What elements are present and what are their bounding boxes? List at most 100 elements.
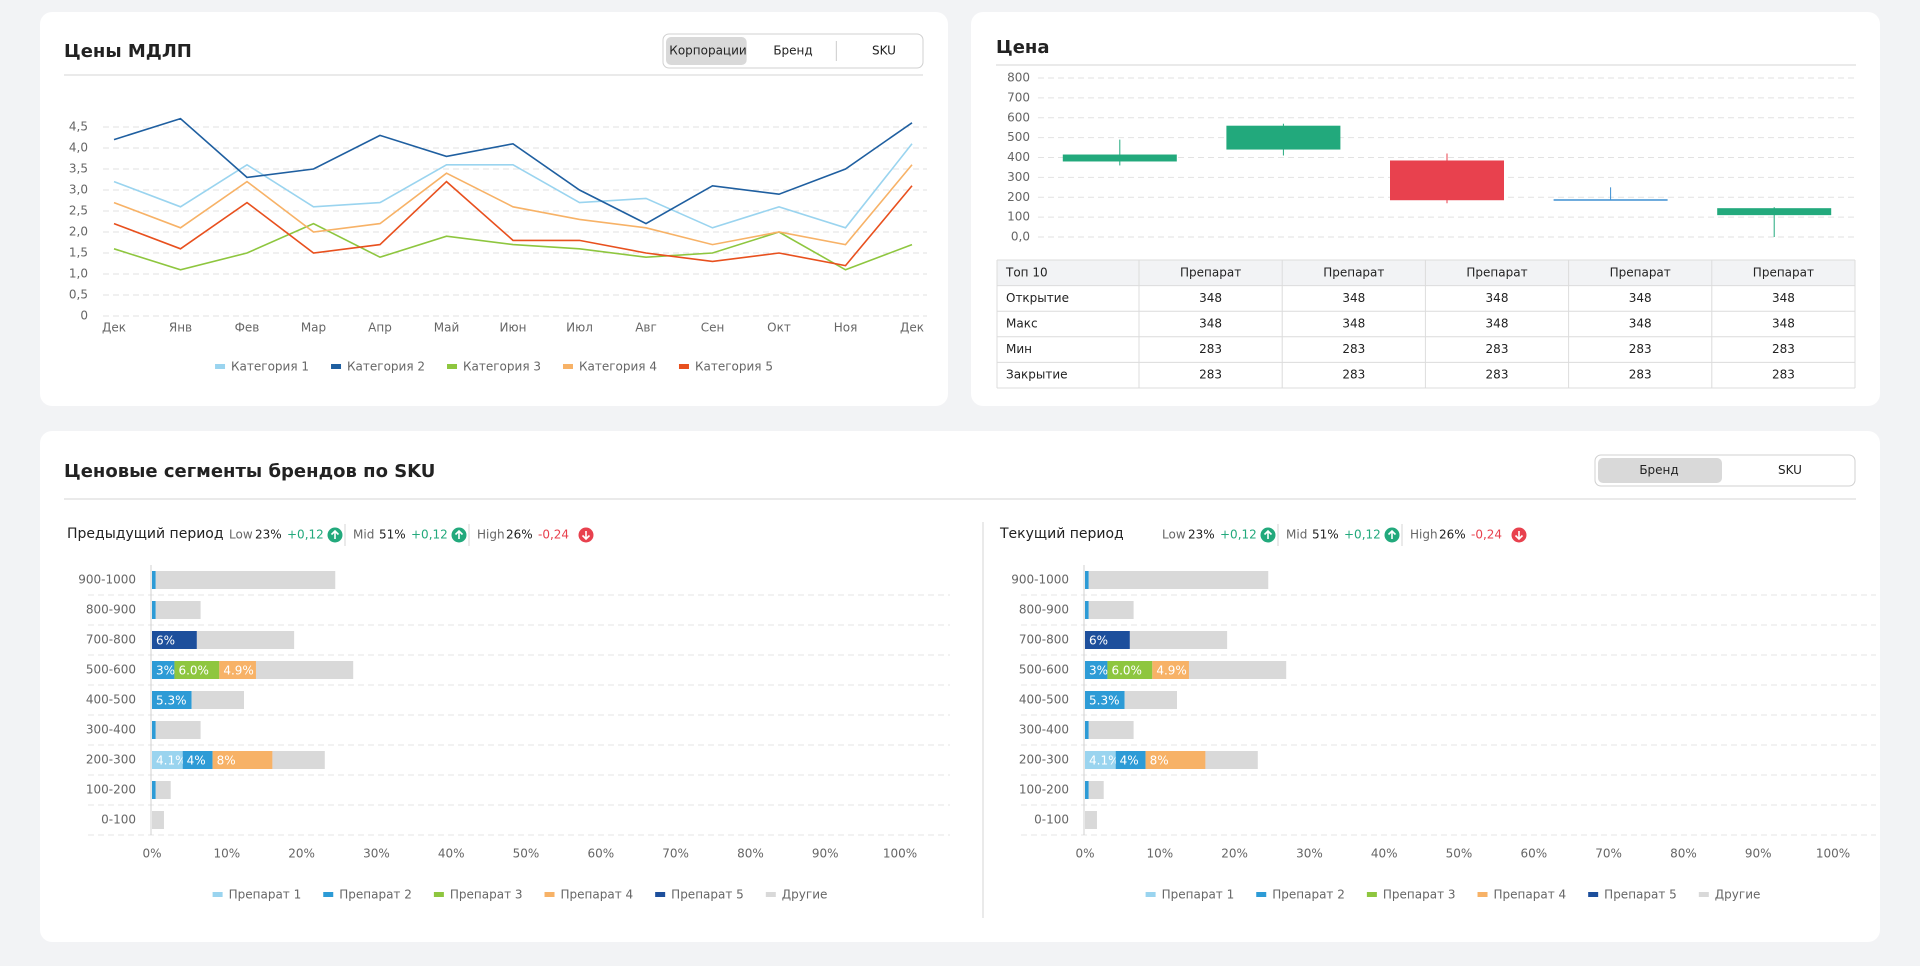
table-cell: 348 (1772, 291, 1795, 305)
legend-label: Категория 3 (463, 360, 541, 374)
y-category-label: 300-400 (1019, 723, 1069, 737)
table-cell: 348 (1772, 317, 1795, 331)
bar-value-label: 3% (156, 664, 175, 678)
chart-subtitle: Предыдущий период (67, 526, 224, 542)
stat-arrow (330, 529, 340, 539)
table-cell: Мин (1006, 342, 1032, 356)
table-cell: 283 (1772, 342, 1795, 356)
y-category-label: 700-800 (86, 633, 136, 647)
bar-segment (155, 721, 201, 739)
legend-swatch (655, 892, 666, 897)
x-tick-label: Сен (701, 321, 725, 335)
candle-body (1226, 125, 1341, 150)
toggle-option[interactable]: Корпорации (666, 37, 747, 65)
table-cell: 348 (1342, 317, 1365, 331)
toggle-option[interactable]: SKU (835, 41, 896, 61)
bar-value-label: 5.3% (1089, 694, 1120, 708)
y-category-label: 500-600 (86, 663, 136, 677)
y-tick-label: 300 (1007, 170, 1030, 184)
table-cell: 283 (1772, 368, 1795, 382)
x-tick-label: 70% (1595, 847, 1622, 861)
table-cell: Закрытие (1006, 368, 1068, 382)
y-tick-label: 4,5 (69, 120, 88, 134)
bar-segment (1085, 631, 1130, 649)
y-category-label: 800-900 (1019, 603, 1069, 617)
bar-value-label: 4.9% (1156, 664, 1187, 678)
y-category-label: 0-100 (101, 813, 136, 827)
x-tick-label: 40% (1371, 847, 1398, 861)
y-category-label: 700-800 (1019, 633, 1069, 647)
y-tick-label: 1,0 (69, 267, 88, 281)
bar-segment (219, 661, 256, 679)
toggle-label[interactable]: Бренд (773, 44, 812, 58)
bar-segment (1188, 661, 1287, 679)
bar-segment (1085, 571, 1089, 589)
toggle-label[interactable]: Корпорации (669, 44, 746, 58)
toggle-option[interactable]: Бренд (773, 44, 812, 58)
toggle-option[interactable]: Бренд (1598, 458, 1722, 483)
bar-segment (152, 781, 156, 799)
x-tick-label: Апр (368, 321, 392, 335)
y-tick-label: 2,0 (69, 225, 88, 239)
legend-swatch (212, 892, 223, 897)
bar-value-label: 8% (217, 754, 236, 768)
x-tick-label: 20% (288, 847, 315, 861)
y-tick-label: 100 (1007, 210, 1030, 224)
x-tick-label: Окт (767, 321, 791, 335)
x-tick-label: 60% (1520, 847, 1547, 861)
x-tick-label: 10% (213, 847, 240, 861)
legend-swatch (323, 892, 334, 897)
table-cell: 283 (1342, 368, 1365, 382)
y-tick-label: 0,0 (1011, 230, 1030, 244)
y-tick-label: 2,5 (69, 204, 88, 218)
bar-value-label: 5.3% (156, 694, 187, 708)
bar-value-label: 4.1% (1089, 754, 1120, 768)
table-cell: 348 (1629, 291, 1652, 305)
y-category-label: 800-900 (86, 603, 136, 617)
bar-value-label: 4.1% (156, 754, 187, 768)
legend-swatch (1698, 892, 1709, 897)
legend-label: Категория 5 (695, 360, 773, 374)
toggle-option[interactable]: SKU (1778, 463, 1802, 477)
bar-segment (1085, 811, 1097, 829)
x-tick-label: Авг (635, 321, 657, 335)
legend-label: Препарат 1 (229, 888, 302, 902)
legend-swatch (1366, 892, 1377, 897)
line-series (113, 117, 913, 225)
bar-value-label: 4% (187, 754, 206, 768)
table-header-bg (997, 260, 1855, 286)
x-tick-label: 30% (363, 847, 390, 861)
toggle-label[interactable]: SKU (872, 44, 896, 58)
stat-value: 26% (506, 528, 533, 542)
bar-segment (182, 751, 213, 769)
legend-swatch (1477, 892, 1488, 897)
y-category-label: 300-400 (86, 723, 136, 737)
bar-segment (152, 721, 156, 739)
table-cell: 283 (1486, 342, 1509, 356)
y-tick-label: 800 (1007, 71, 1030, 85)
y-category-label: 400-500 (86, 693, 136, 707)
legend-swatch (562, 364, 573, 369)
legend-swatch (765, 892, 776, 897)
stat-label: Low (1162, 528, 1186, 542)
bar-segment (1115, 751, 1146, 769)
toggle-label[interactable]: SKU (1778, 463, 1802, 477)
stat-label: Mid (353, 528, 374, 542)
x-tick-label: Дек (900, 321, 924, 335)
legend-swatch (678, 364, 689, 369)
stat-value: 23% (255, 528, 282, 542)
line-series (113, 164, 913, 246)
table-cell: 283 (1342, 342, 1365, 356)
x-tick-label: 100% (883, 847, 917, 861)
table-cell: 283 (1199, 342, 1222, 356)
bar-value-label: 4% (1120, 754, 1139, 768)
bar-segment (272, 751, 325, 769)
toggle-label[interactable]: Бренд (1639, 463, 1678, 477)
stat-arrow (1514, 531, 1524, 541)
table-cell: 348 (1199, 317, 1222, 331)
legend-label: Категория 1 (231, 360, 309, 374)
y-category-label: 400-500 (1019, 693, 1069, 707)
x-tick-label: Мар (301, 321, 326, 335)
y-tick-label: 400 (1007, 150, 1030, 164)
legend-label: Препарат 3 (450, 888, 523, 902)
